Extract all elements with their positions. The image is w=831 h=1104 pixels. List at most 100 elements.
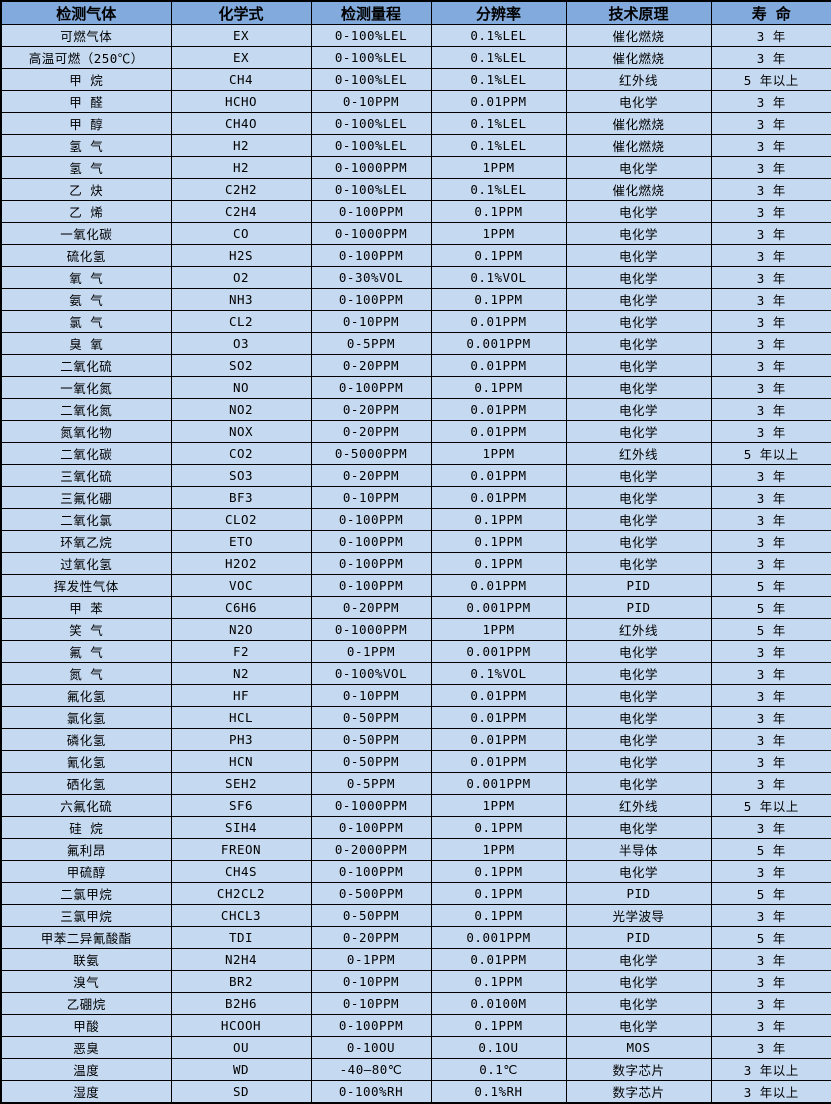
cell-gas: 甲 醛	[0, 90, 172, 113]
table-body: 可燃气体 EX 0-100%LEL 0.1%LEL 催化燃烧 3 年高温可燃（250℃） E…	[0, 24, 831, 1104]
cell-formula: C2H4	[170, 200, 312, 223]
cell-resolution: 0.1PPM	[430, 970, 567, 993]
cell-formula: FREON	[170, 838, 312, 861]
cell-life: 3 年	[710, 486, 831, 509]
cell-life: 3 年	[710, 420, 831, 443]
table-row: 氨 气 NH3 0-100PPM 0.1PPM 电化学 3 年	[0, 288, 831, 311]
cell-resolution: 0.1PPM	[430, 882, 567, 905]
cell-formula: EX	[170, 24, 312, 47]
cell-resolution: 0.01PPM	[430, 354, 567, 377]
cell-resolution: 0.01PPM	[430, 310, 567, 333]
cell-gas: 臭 氧	[0, 332, 172, 355]
cell-resolution: 0.1PPM	[430, 1014, 567, 1037]
cell-principle: 电化学	[565, 662, 712, 685]
cell-principle: 电化学	[565, 464, 712, 487]
cell-resolution: 0.1PPM	[430, 244, 567, 267]
cell-range: 0-5PPM	[310, 332, 432, 355]
cell-life: 3 年	[710, 24, 831, 47]
cell-range: 0-100%VOL	[310, 662, 432, 685]
cell-range: 0-1PPM	[310, 640, 432, 663]
cell-gas: 氨 气	[0, 288, 172, 311]
cell-resolution: 0.1OU	[430, 1036, 567, 1059]
cell-formula: EX	[170, 46, 312, 69]
table-row: 笑 气 N2O 0-1000PPM 1PPM 红外线 5 年	[0, 618, 831, 641]
cell-principle: 电化学	[565, 156, 712, 179]
cell-life: 3 年	[710, 772, 831, 795]
cell-gas: 氯 气	[0, 310, 172, 333]
cell-gas: 甲 苯	[0, 596, 172, 619]
table-row: 乙 烯 C2H4 0-100PPM 0.1PPM 电化学 3 年	[0, 200, 831, 223]
cell-formula: ETO	[170, 530, 312, 553]
cell-life: 3 年	[710, 1036, 831, 1059]
table-row: 氟 气 F2 0-1PPM 0.001PPM 电化学 3 年	[0, 640, 831, 663]
cell-principle: 电化学	[565, 420, 712, 443]
cell-range: 0-100PPM	[310, 816, 432, 839]
cell-formula: VOC	[170, 574, 312, 597]
cell-formula: O2	[170, 266, 312, 289]
cell-range: 0-5000PPM	[310, 442, 432, 465]
cell-gas: 温度	[0, 1058, 172, 1081]
cell-formula: C2H2	[170, 178, 312, 201]
cell-formula: N2H4	[170, 948, 312, 971]
cell-life: 3 年	[710, 904, 831, 927]
cell-principle: 电化学	[565, 860, 712, 883]
cell-principle: PID	[565, 574, 712, 597]
cell-gas: 三氟化硼	[0, 486, 172, 509]
cell-formula: H2S	[170, 244, 312, 267]
cell-gas: 一氧化氮	[0, 376, 172, 399]
cell-range: 0-100%LEL	[310, 178, 432, 201]
cell-life: 5 年	[710, 574, 831, 597]
table-row: 二氧化碳 CO2 0-5000PPM 1PPM 红外线 5 年以上	[0, 442, 831, 465]
cell-gas: 氟 气	[0, 640, 172, 663]
cell-life: 3 年	[710, 464, 831, 487]
cell-principle: 催化燃烧	[565, 24, 712, 47]
cell-range: 0-10PPM	[310, 486, 432, 509]
cell-gas: 恶臭	[0, 1036, 172, 1059]
cell-formula: WD	[170, 1058, 312, 1081]
cell-principle: 电化学	[565, 970, 712, 993]
table-row: 二氧化氯 CLO2 0-100PPM 0.1PPM 电化学 3 年	[0, 508, 831, 531]
cell-life: 3 年	[710, 1014, 831, 1037]
cell-life: 5 年以上	[710, 68, 831, 91]
table-row: 溴气 BR2 0-10PPM 0.1PPM 电化学 3 年	[0, 970, 831, 993]
cell-life: 5 年	[710, 618, 831, 641]
cell-resolution: 0.01PPM	[430, 728, 567, 751]
cell-resolution: 0.1%LEL	[430, 178, 567, 201]
cell-range: 0-100%LEL	[310, 68, 432, 91]
header-cell-principle: 技术原理	[565, 0, 712, 25]
cell-principle: 电化学	[565, 332, 712, 355]
table-row: 高温可燃（250℃） EX 0-100%LEL 0.1%LEL 催化燃烧 3 年	[0, 46, 831, 69]
cell-formula: CL2	[170, 310, 312, 333]
cell-range: 0-1000PPM	[310, 156, 432, 179]
cell-gas: 三氧化硫	[0, 464, 172, 487]
cell-formula: NOX	[170, 420, 312, 443]
cell-life: 3 年	[710, 134, 831, 157]
cell-life: 3 年	[710, 288, 831, 311]
cell-range: 0-50PPM	[310, 750, 432, 773]
table-row: 三氧化硫 SO3 0-20PPM 0.01PPM 电化学 3 年	[0, 464, 831, 487]
cell-range: 0-500PPM	[310, 882, 432, 905]
cell-principle: 数字芯片	[565, 1080, 712, 1104]
table-row: 乙 炔 C2H2 0-100%LEL 0.1%LEL 催化燃烧 3 年	[0, 178, 831, 201]
cell-life: 3 年	[710, 552, 831, 575]
cell-principle: 红外线	[565, 794, 712, 817]
cell-life: 5 年	[710, 882, 831, 905]
cell-principle: 电化学	[565, 772, 712, 795]
cell-gas: 三氯甲烷	[0, 904, 172, 927]
cell-principle: 电化学	[565, 750, 712, 773]
cell-life: 3 年	[710, 266, 831, 289]
cell-formula: H2O2	[170, 552, 312, 575]
table-row: 过氧化氢 H2O2 0-100PPM 0.1PPM 电化学 3 年	[0, 552, 831, 575]
cell-principle: 电化学	[565, 1014, 712, 1037]
cell-resolution: 0.01PPM	[430, 398, 567, 421]
cell-resolution: 1PPM	[430, 222, 567, 245]
table-row: 乙硼烷 B2H6 0-10PPM 0.0100M 电化学 3 年	[0, 992, 831, 1015]
cell-range: 0-30%VOL	[310, 266, 432, 289]
table-row: 三氯甲烷 CHCL3 0-50PPM 0.1PPM 光学波导 3 年	[0, 904, 831, 927]
cell-resolution: 0.1PPM	[430, 904, 567, 927]
cell-principle: 电化学	[565, 684, 712, 707]
cell-gas: 磷化氢	[0, 728, 172, 751]
cell-principle: 光学波导	[565, 904, 712, 927]
cell-formula: SEH2	[170, 772, 312, 795]
cell-principle: 数字芯片	[565, 1058, 712, 1081]
